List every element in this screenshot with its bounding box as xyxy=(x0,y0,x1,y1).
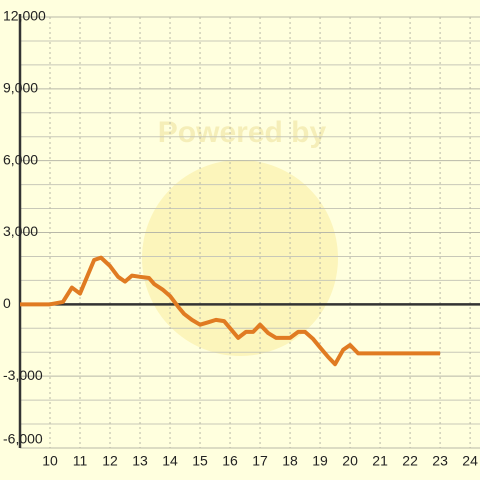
y-tick-label: 12,000 xyxy=(3,8,46,24)
x-tick-label: 18 xyxy=(282,453,298,469)
x-tick-label: 11 xyxy=(73,453,88,469)
x-tick-label: 21 xyxy=(372,453,388,469)
x-tick-label: 24 xyxy=(462,453,478,469)
x-tick-label: 20 xyxy=(342,453,358,469)
y-tick-label: 9,000 xyxy=(3,80,38,96)
x-tick-label: 14 xyxy=(162,453,178,469)
watermark: Powered by xyxy=(158,116,327,149)
x-tick-label: 16 xyxy=(222,453,238,469)
x-tick-label: 10 xyxy=(42,453,58,469)
x-tick-label: 15 xyxy=(192,453,208,469)
x-tick-label: 22 xyxy=(402,453,418,469)
y-tick-label: 3,000 xyxy=(3,223,38,239)
y-tick-label: 6,000 xyxy=(3,151,38,167)
x-tick-label: 12 xyxy=(102,453,118,469)
data-line xyxy=(20,255,441,367)
x-tick-label: 13 xyxy=(132,453,148,469)
x-tick-label: 19 xyxy=(312,453,328,469)
y-tick-label: -3,000 xyxy=(3,367,43,383)
watermark-logo xyxy=(142,160,338,356)
y-tick-label: 0 xyxy=(3,295,11,311)
y-tick-label: -6,000 xyxy=(3,431,43,447)
x-tick-label: 17 xyxy=(252,453,268,469)
x-tick-label: 23 xyxy=(432,453,448,469)
